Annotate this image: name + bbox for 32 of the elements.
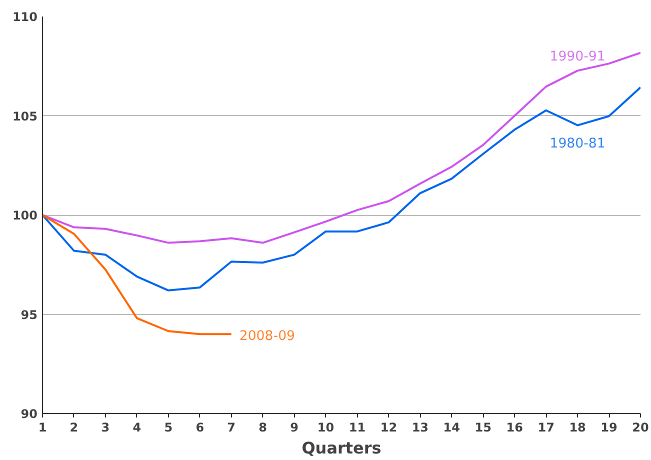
x-tick-label: 10 bbox=[317, 420, 334, 434]
x-tick-label: 3 bbox=[101, 420, 110, 434]
series-label: 1990-91 bbox=[550, 50, 606, 65]
x-tick-label: 4 bbox=[132, 420, 142, 434]
x-axis-title: Quarters bbox=[302, 438, 382, 458]
x-tick-label: 12 bbox=[380, 420, 398, 434]
line-series bbox=[42, 214, 232, 336]
y-tick-label: 100 bbox=[12, 208, 38, 222]
x-tick-label: 6 bbox=[196, 420, 204, 434]
series-label: 2008-09 bbox=[239, 329, 296, 344]
x-tick-label: 16 bbox=[506, 420, 523, 434]
x-tick-label: 8 bbox=[258, 420, 267, 434]
x-tick-label: 5 bbox=[164, 420, 173, 434]
x-tick-label: 20 bbox=[632, 420, 649, 434]
x-tick-label: 14 bbox=[443, 420, 460, 434]
y-tick-label: 90 bbox=[20, 407, 38, 421]
x-tick-label: 1 bbox=[38, 420, 47, 434]
x-tick-label: 11 bbox=[348, 420, 366, 434]
line-series bbox=[42, 52, 640, 244]
x-tick-label: 17 bbox=[538, 420, 554, 434]
y-tick-label: 95 bbox=[20, 308, 38, 322]
line-series bbox=[42, 86, 640, 292]
x-tick-label: 19 bbox=[600, 420, 618, 434]
x-tick-label: 13 bbox=[412, 420, 429, 434]
x-tick-label: 7 bbox=[227, 420, 236, 434]
x-tick-label: 2 bbox=[70, 420, 78, 434]
y-tick-label: 110 bbox=[12, 10, 38, 24]
x-tick-label: 9 bbox=[290, 420, 298, 434]
y-tick-label: 105 bbox=[12, 109, 38, 124]
series-label: 1980-81 bbox=[550, 136, 606, 152]
x-tick-label: 18 bbox=[569, 420, 586, 434]
x-tick-label: 15 bbox=[474, 420, 492, 434]
